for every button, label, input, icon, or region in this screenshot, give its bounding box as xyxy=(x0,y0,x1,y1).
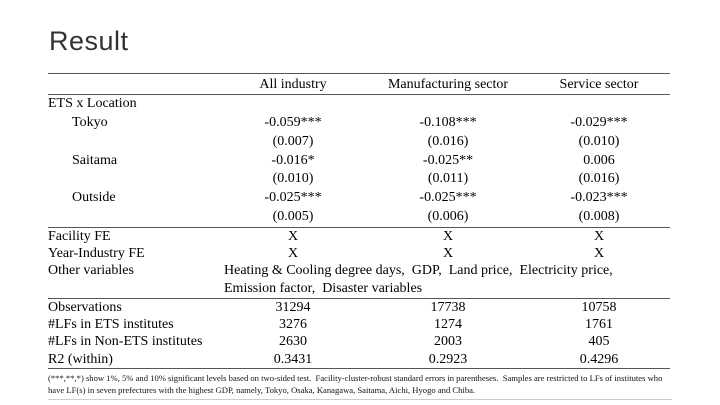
r2-manufacturing: 0.2923 xyxy=(428,352,468,368)
label-lfs-ets: #LFs in ETS institutes xyxy=(48,316,174,332)
se-saitama-manufacturing: (0.011) xyxy=(427,171,469,187)
coef-tokyo-service: -0.029*** xyxy=(570,114,628,130)
row-year-industry-fe: Year-Industry FE X X X xyxy=(48,245,670,263)
coef-row-outside: Outside -0.025*** -0.025*** -0.023*** xyxy=(48,189,670,208)
row-observations: Observations 31294 17738 10758 xyxy=(48,297,670,316)
lfs-non-ets-service: 405 xyxy=(588,334,610,350)
coef-saitama-service: 0.006 xyxy=(583,152,615,168)
coef-saitama-manufacturing: -0.025** xyxy=(422,152,474,168)
slide-bottom-rule xyxy=(48,399,672,400)
se-tokyo-all-industry: (0.007) xyxy=(272,133,314,149)
label-year-industry-fe: Year-Industry FE xyxy=(48,245,145,261)
row-label-outside: Outside xyxy=(72,190,116,206)
label-facility-fe: Facility FE xyxy=(48,228,111,244)
lfs-ets-service: 1761 xyxy=(585,316,613,332)
coef-tokyo-manufacturing: -0.108*** xyxy=(419,114,477,130)
coef-outside-manufacturing: -0.025*** xyxy=(419,190,477,206)
row-lfs-ets: #LFs in ETS institutes 3276 1274 1761 xyxy=(48,316,670,334)
se-row-saitama: (0.010) (0.011) (0.016) xyxy=(48,170,670,189)
facility-fe-service: X xyxy=(593,228,605,244)
label-observations: Observations xyxy=(48,299,122,315)
column-header-all-industry: All industry xyxy=(259,77,327,92)
se-saitama-all-industry: (0.010) xyxy=(272,171,314,187)
row-r2-within: R2 (within) 0.3431 0.2923 0.4296 xyxy=(48,351,670,369)
year-industry-fe-all-industry: X xyxy=(287,245,299,261)
label-lfs-non-ets: #LFs in Non-ETS institutes xyxy=(48,334,203,350)
observations-all-industry: 31294 xyxy=(275,299,311,315)
label-other-variables: Other variables xyxy=(48,263,134,279)
row-other-variables: Other variables Heating & Cooling degree… xyxy=(48,262,670,298)
se-saitama-service: (0.016) xyxy=(578,171,620,187)
r2-service: 0.4296 xyxy=(579,352,619,368)
section-row-ets-location: ETS x Location xyxy=(48,95,670,114)
results-table: All industry Manufacturing sector Servic… xyxy=(48,73,670,369)
header-empty-cell xyxy=(48,74,218,95)
column-header-service-sector: Service sector xyxy=(559,77,639,92)
column-header-manufacturing-sector: Manufacturing sector xyxy=(387,77,509,92)
se-tokyo-manufacturing: (0.016) xyxy=(427,133,469,149)
row-lfs-non-ets: #LFs in Non-ETS institutes 2630 2003 405 xyxy=(48,333,670,351)
se-outside-service: (0.008) xyxy=(578,209,620,225)
se-row-tokyo: (0.007) (0.016) (0.010) xyxy=(48,133,670,152)
facility-fe-manufacturing: X xyxy=(442,228,454,244)
observations-service: 10758 xyxy=(581,299,617,315)
other-variables-value: Heating & Cooling degree days, GDP, Land… xyxy=(224,263,620,297)
se-row-outside: (0.005) (0.006) (0.008) xyxy=(48,208,670,227)
year-industry-fe-manufacturing: X xyxy=(442,245,454,261)
table-header-row: All industry Manufacturing sector Servic… xyxy=(48,73,670,95)
coef-tokyo-all-industry: -0.059*** xyxy=(264,114,322,130)
lfs-non-ets-all-industry: 2630 xyxy=(279,334,307,350)
year-industry-fe-service: X xyxy=(593,245,605,261)
se-outside-all-industry: (0.005) xyxy=(272,209,314,225)
slide-title: Result xyxy=(49,26,129,56)
lfs-non-ets-manufacturing: 2003 xyxy=(434,334,462,350)
se-tokyo-service: (0.010) xyxy=(578,133,620,149)
table-footnote: (***,**,*) show 1%, 5% and 10% significa… xyxy=(48,373,665,395)
coef-outside-service: -0.023*** xyxy=(570,190,628,206)
coef-row-saitama: Saitama -0.016* -0.025** 0.006 xyxy=(48,152,670,171)
lfs-ets-all-industry: 3276 xyxy=(279,316,307,332)
row-label-tokyo: Tokyo xyxy=(72,114,108,130)
r2-all-industry: 0.3431 xyxy=(273,352,313,368)
observations-manufacturing: 17738 xyxy=(430,299,466,315)
lfs-ets-manufacturing: 1274 xyxy=(434,316,462,332)
facility-fe-all-industry: X xyxy=(287,228,299,244)
coef-outside-all-industry: -0.025*** xyxy=(264,190,322,206)
coef-saitama-all-industry: -0.016* xyxy=(271,152,315,168)
label-r2-within: R2 (within) xyxy=(48,352,113,368)
row-facility-fe: Facility FE X X X xyxy=(48,226,670,245)
se-outside-manufacturing: (0.006) xyxy=(427,209,469,225)
section-label-ets-location: ETS x Location xyxy=(48,96,137,111)
row-label-saitama: Saitama xyxy=(72,152,118,168)
coef-row-tokyo: Tokyo -0.059*** -0.108*** -0.029*** xyxy=(48,114,670,133)
